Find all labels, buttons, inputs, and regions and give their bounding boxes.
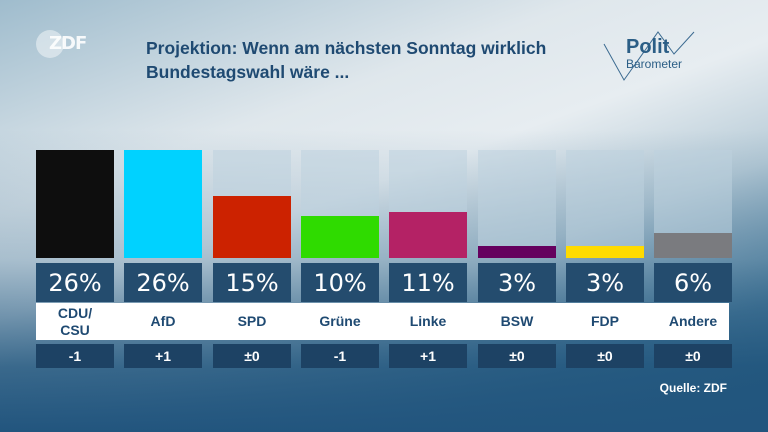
brand-barometer: Barometer xyxy=(626,57,683,71)
category-label: AfD xyxy=(150,313,176,329)
category-label: SPD xyxy=(237,313,267,329)
category-label: BSW xyxy=(500,313,534,329)
change-label: -1 xyxy=(301,344,379,368)
brand-polit: Polit xyxy=(626,36,670,58)
logo-circle-icon xyxy=(36,30,64,58)
bar xyxy=(124,150,202,258)
change-label: ±0 xyxy=(654,344,732,368)
bar xyxy=(478,246,556,258)
bar xyxy=(36,150,114,258)
bar xyxy=(389,212,467,258)
category-label: FDP xyxy=(591,313,619,329)
category-label: Andere xyxy=(668,313,718,329)
bar xyxy=(213,196,291,258)
bar xyxy=(654,233,732,258)
change-label: ±0 xyxy=(566,344,644,368)
value-label: 11% xyxy=(389,263,467,302)
value-label: 10% xyxy=(301,263,379,302)
value-label: 6% xyxy=(654,263,732,302)
zigzag-icon xyxy=(603,31,695,81)
title-line-1: Projektion: Wenn am nächsten Sonntag wir… xyxy=(146,38,547,58)
bar-background xyxy=(566,150,644,258)
politbarometer-logo: Polit Barometer xyxy=(596,30,726,90)
logo-text: ZDF xyxy=(49,33,87,54)
category-label: CDU/ CSU xyxy=(57,304,93,338)
title-line-2: Bundestagswahl wäre ... xyxy=(146,62,350,82)
source-label: Quelle: ZDF xyxy=(659,381,727,395)
party-label-strip xyxy=(36,303,729,340)
value-label: 3% xyxy=(478,263,556,302)
change-label: -1 xyxy=(36,344,114,368)
bar xyxy=(566,246,644,258)
change-label: ±0 xyxy=(478,344,556,368)
value-label: 26% xyxy=(124,263,202,302)
chart-title: Projektion: Wenn am nächsten Sonntag wir… xyxy=(146,36,586,84)
value-label: 3% xyxy=(566,263,644,302)
value-label: 15% xyxy=(213,263,291,302)
bar-background xyxy=(478,150,556,258)
change-label: +1 xyxy=(124,344,202,368)
zdf-logo: ZDF xyxy=(34,28,90,60)
category-label: Grüne xyxy=(319,313,361,329)
category-label: Linke xyxy=(409,313,447,329)
change-label: +1 xyxy=(389,344,467,368)
value-label: 26% xyxy=(36,263,114,302)
bar xyxy=(301,216,379,258)
change-label: ±0 xyxy=(213,344,291,368)
